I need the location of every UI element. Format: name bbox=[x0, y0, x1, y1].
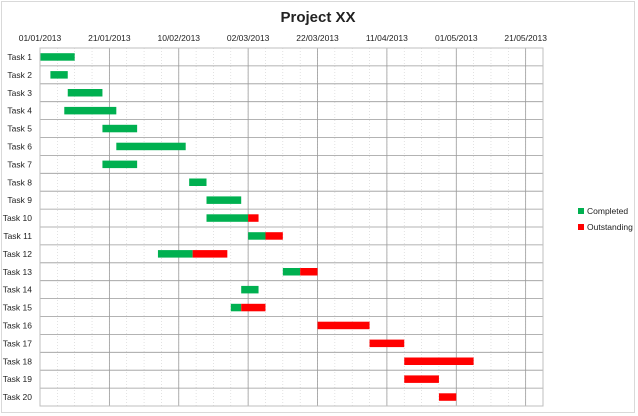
completed-bar bbox=[116, 142, 186, 151]
outstanding-bar bbox=[192, 250, 228, 258]
task-label: Task 15 bbox=[3, 303, 33, 313]
task-label: Task 4 bbox=[7, 106, 32, 116]
x-tick-label: 21/01/2013 bbox=[88, 33, 131, 43]
completed-bar bbox=[282, 268, 301, 276]
outstanding-bar bbox=[404, 375, 439, 383]
completed-bar bbox=[157, 250, 193, 258]
task-label: Task 6 bbox=[7, 141, 32, 151]
task-label: Task 16 bbox=[3, 320, 33, 330]
outstanding-bar bbox=[369, 339, 405, 348]
task-label: Task 8 bbox=[7, 177, 32, 187]
outstanding-legend-label: Outstanding bbox=[587, 222, 633, 232]
x-tick-label: 21/05/2013 bbox=[504, 33, 547, 43]
outstanding-bar bbox=[317, 321, 370, 330]
task-label: Task 18 bbox=[3, 356, 33, 366]
y-axis-category-labels: Task 1 Task 2 Task 3 Task 4 Task 5 Task 6 Task… bbox=[3, 52, 33, 402]
outstanding-legend-swatch bbox=[578, 224, 584, 230]
outstanding-bar bbox=[248, 214, 259, 222]
task-label: Task 3 bbox=[7, 88, 32, 98]
outstanding-bar bbox=[265, 232, 283, 240]
completed-bar bbox=[102, 124, 138, 133]
task-label: Task 20 bbox=[3, 392, 33, 402]
x-tick-label: 02/03/2013 bbox=[227, 33, 270, 43]
task-label: Task 9 bbox=[7, 195, 32, 205]
outstanding-bar bbox=[404, 357, 474, 365]
completed-legend-label: Completed bbox=[587, 206, 628, 216]
completed-bar bbox=[248, 232, 266, 240]
completed-bar bbox=[67, 89, 103, 97]
gantt-bars bbox=[40, 53, 474, 401]
outstanding-bar bbox=[241, 303, 266, 312]
x-tick-label: 11/04/2013 bbox=[366, 33, 408, 43]
task-label: Task 5 bbox=[7, 124, 32, 134]
x-tick-label: 01/01/2013 bbox=[19, 33, 62, 43]
x-tick-label: 01/05/2013 bbox=[435, 33, 478, 43]
completed-bar bbox=[50, 71, 68, 79]
task-label: Task 14 bbox=[3, 285, 33, 295]
completed-bar bbox=[189, 178, 207, 186]
completed-bar bbox=[241, 285, 259, 294]
legend: Completed Outstanding bbox=[578, 206, 633, 232]
completed-bar bbox=[206, 214, 249, 222]
task-label: Task 11 bbox=[3, 231, 32, 241]
task-label: Task 1 bbox=[7, 52, 32, 62]
plot-area-border bbox=[39, 47, 544, 407]
completed-bar bbox=[230, 303, 242, 312]
task-label: Task 2 bbox=[7, 70, 32, 80]
completed-bar bbox=[206, 196, 242, 204]
completed-bar bbox=[64, 106, 117, 115]
chart-title: Project XX bbox=[280, 9, 355, 26]
completed-legend-swatch bbox=[578, 208, 584, 214]
task-label: Task 17 bbox=[3, 338, 33, 348]
x-axis-tick-labels: 01/01/2013 21/01/2013 10/02/2013 02/03/2013… bbox=[19, 33, 547, 43]
completed-bar bbox=[40, 53, 75, 61]
completed-bar bbox=[102, 160, 138, 169]
task-label: Task 7 bbox=[7, 159, 32, 169]
task-label: Task 10 bbox=[3, 213, 33, 223]
x-tick-label: 10/02/2013 bbox=[157, 33, 200, 43]
x-tick-label: 22/03/2013 bbox=[296, 33, 339, 43]
outstanding-bar bbox=[438, 393, 457, 401]
task-label: Task 12 bbox=[3, 249, 33, 259]
task-label: Task 19 bbox=[3, 374, 33, 384]
row-gridlines bbox=[40, 65, 543, 389]
outstanding-bar bbox=[300, 268, 318, 276]
task-label: Task 13 bbox=[3, 267, 33, 277]
